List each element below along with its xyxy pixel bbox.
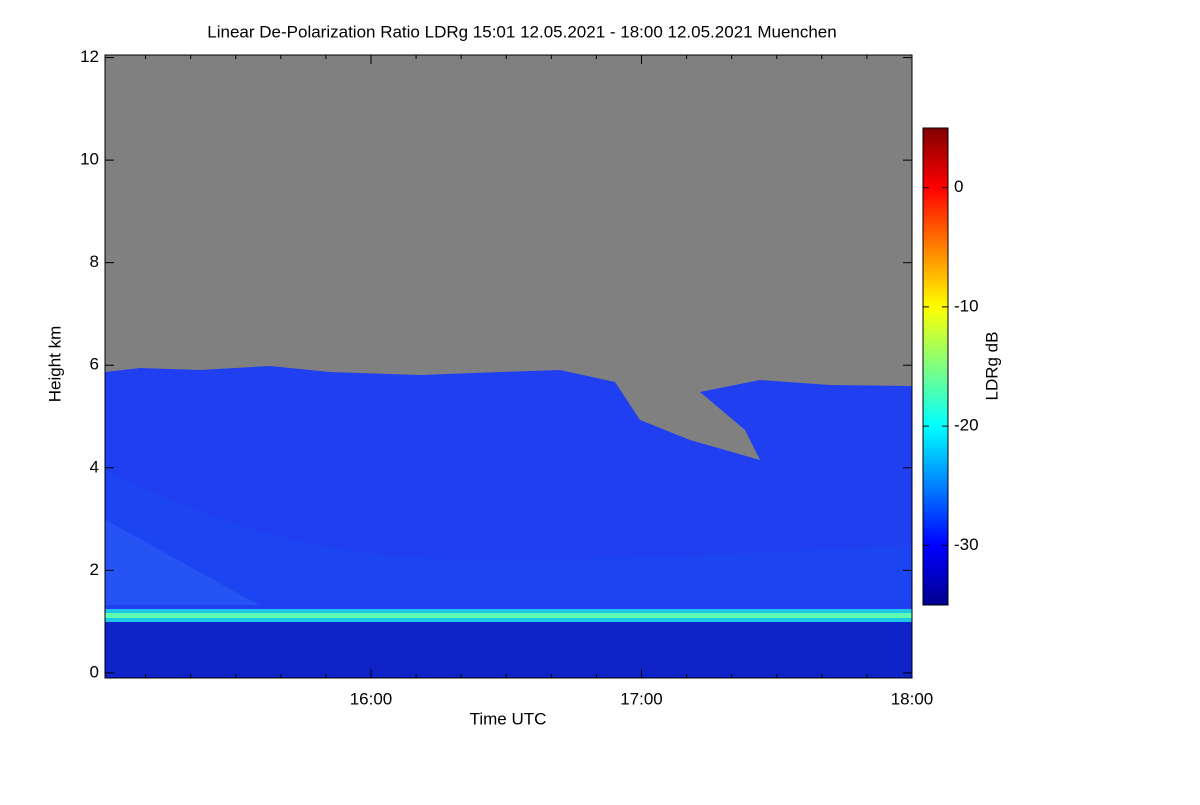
colorbar-tick-label: -20 (954, 416, 979, 435)
chart-title: Linear De-Polarization Ratio LDRg 15:01 … (207, 22, 836, 41)
y-tick-label: 2 (90, 560, 99, 579)
y-tick-label: 4 (90, 457, 99, 476)
y-tick-label: 8 (90, 252, 99, 271)
colorbar (922, 127, 949, 606)
colorbar-label: LDRg dB (982, 332, 1001, 401)
x-tick-label: 17:00 (620, 689, 663, 708)
y-tick-label: 10 (80, 150, 99, 169)
colorbar-tick-label: -10 (954, 296, 979, 315)
plot-frame (104, 54, 913, 679)
x-tick-label: 18:00 (891, 689, 934, 708)
y-tick-label: 12 (80, 47, 99, 66)
colorbar-tick-label: 0 (954, 177, 963, 196)
y-tick-label: 6 (90, 355, 99, 374)
colorbar-tick-label: -30 (954, 535, 979, 554)
x-tick-label: 16:00 (350, 689, 393, 708)
heatmap-image (105, 55, 912, 678)
y-tick-label: 0 (90, 662, 99, 681)
y-axis-label: Height km (45, 326, 64, 403)
x-axis-label: Time UTC (470, 709, 547, 728)
